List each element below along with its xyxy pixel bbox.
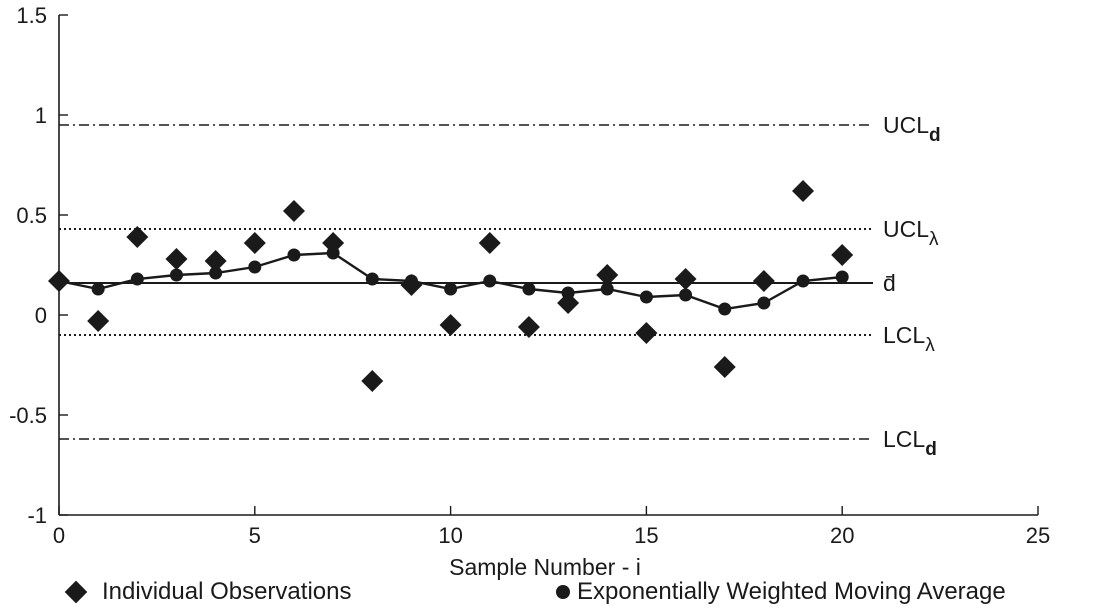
- observation-point: [322, 232, 345, 254]
- x-tick-label: 25: [1026, 523, 1050, 548]
- x-tick-label: 0: [53, 523, 65, 548]
- ewma-point: [91, 282, 105, 296]
- observation-point: [48, 270, 70, 292]
- x-tick-label: 10: [438, 523, 462, 548]
- observation-point: [282, 200, 305, 222]
- ewma-point: [639, 290, 653, 304]
- observation-series: [48, 180, 854, 392]
- ewma-point: [287, 248, 301, 262]
- ewma-point: [718, 302, 732, 316]
- observation-point: [557, 292, 580, 314]
- observation-point: [596, 264, 619, 286]
- x-tick-label: 20: [830, 523, 854, 548]
- y-tick-label: 0.5: [16, 203, 47, 228]
- observation-point: [400, 274, 423, 296]
- observation-point: [87, 310, 110, 332]
- observation-point: [439, 314, 462, 336]
- reference-line-label: LCLd: [883, 426, 937, 460]
- diamond-marker-icon: [64, 580, 88, 604]
- observation-point: [478, 232, 501, 254]
- ewma-point: [169, 268, 183, 282]
- observation-point: [635, 322, 658, 344]
- ewma-point: [444, 282, 458, 296]
- reference-line-label: d̄: [883, 270, 896, 296]
- ewma-point: [209, 266, 223, 280]
- legend-individual: Individual Observations: [60, 578, 351, 606]
- reference-line-label: LCLλ: [883, 322, 935, 356]
- observation-point: [165, 248, 188, 270]
- control-limit-lines: UCLd UCLλ d̄ LCLλ LCLd: [59, 112, 941, 460]
- y-tick-label: 0: [35, 303, 47, 328]
- ewma-point: [796, 274, 810, 288]
- observation-point: [204, 250, 227, 272]
- legend-ewma-label: Exponentially Weighted Moving Average: [577, 578, 1006, 605]
- y-tick-label: 1.5: [16, 3, 47, 28]
- observation-point: [792, 180, 815, 202]
- ewma-point: [483, 274, 497, 288]
- observation-point: [831, 244, 854, 266]
- observation-point: [517, 316, 540, 338]
- ewma-point: [835, 270, 849, 284]
- observation-point: [243, 232, 266, 254]
- ewma-point: [365, 272, 379, 286]
- y-tick-label: 1: [35, 103, 47, 128]
- observation-point: [752, 270, 775, 292]
- observation-point: [674, 268, 697, 290]
- ewma-point: [757, 296, 771, 310]
- y-tick-label: -1: [27, 503, 47, 528]
- axes: -1 -0.5 0 0.5 1 1.5 0 5 10 15 20 25: [9, 3, 1050, 548]
- x-axis-title: Sample Number - i: [449, 554, 641, 580]
- y-tick-label: -0.5: [9, 403, 47, 428]
- observation-point: [713, 356, 736, 378]
- legend-individual-label: Individual Observations: [102, 578, 352, 605]
- reference-line-label: UCLλ: [883, 216, 939, 250]
- ewma-point: [600, 282, 614, 296]
- reference-line-label: UCLd: [883, 112, 941, 146]
- ewma-point: [130, 272, 144, 286]
- observation-point: [361, 370, 384, 392]
- ewma-point: [522, 282, 536, 296]
- observation-point: [126, 226, 149, 248]
- legend-ewma: Exponentially Weighted Moving Average: [556, 578, 1006, 606]
- x-tick-label: 5: [249, 523, 261, 548]
- ewma-point: [248, 260, 262, 274]
- x-tick-label: 15: [634, 523, 658, 548]
- ewma-point: [679, 288, 693, 302]
- circle-marker-icon: [556, 585, 570, 599]
